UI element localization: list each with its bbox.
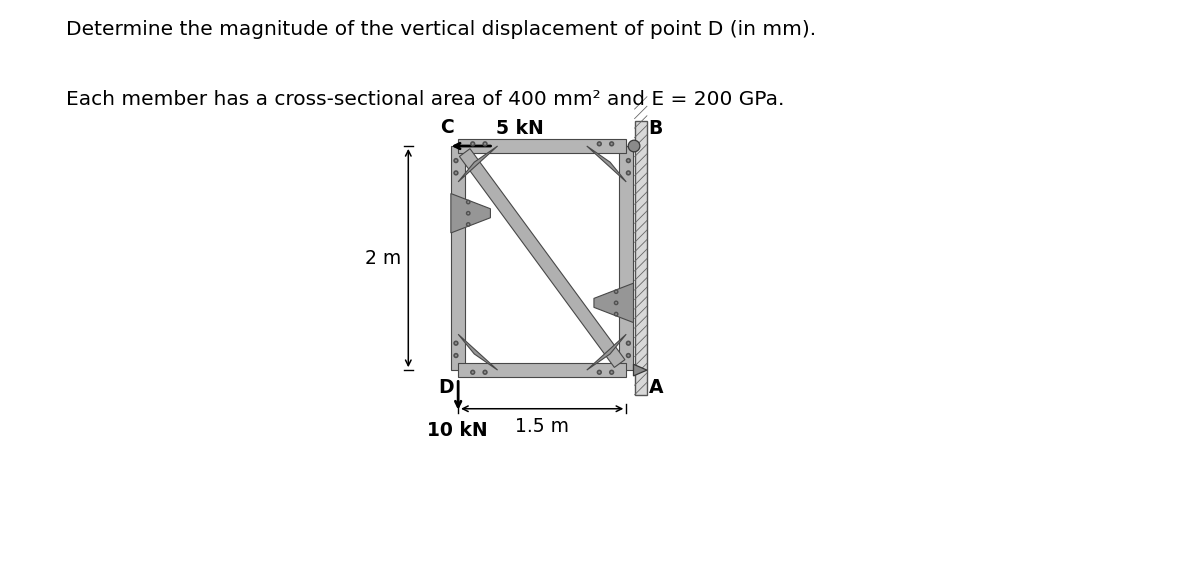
Circle shape <box>466 211 470 216</box>
Circle shape <box>608 141 614 147</box>
Circle shape <box>628 172 630 174</box>
Polygon shape <box>458 363 626 377</box>
Circle shape <box>455 354 457 357</box>
Circle shape <box>472 371 474 374</box>
Circle shape <box>466 222 470 227</box>
Circle shape <box>628 342 630 345</box>
Circle shape <box>482 370 487 375</box>
Circle shape <box>466 200 470 204</box>
Circle shape <box>472 143 474 145</box>
Polygon shape <box>634 364 647 376</box>
Circle shape <box>616 302 617 304</box>
Circle shape <box>629 140 640 152</box>
Text: 5 kN: 5 kN <box>496 119 544 138</box>
Circle shape <box>599 371 600 374</box>
Text: 10 kN: 10 kN <box>427 421 487 439</box>
Circle shape <box>625 170 631 176</box>
Circle shape <box>467 201 469 203</box>
Circle shape <box>455 159 457 162</box>
Circle shape <box>596 370 602 375</box>
Circle shape <box>628 159 630 162</box>
Circle shape <box>455 342 457 345</box>
Circle shape <box>484 143 486 145</box>
Circle shape <box>484 371 486 374</box>
Circle shape <box>599 143 600 145</box>
Polygon shape <box>460 148 625 367</box>
Circle shape <box>454 353 458 358</box>
Circle shape <box>611 371 613 374</box>
Text: 2 m: 2 m <box>365 249 402 268</box>
Circle shape <box>616 313 617 315</box>
Polygon shape <box>587 334 626 370</box>
Circle shape <box>625 353 631 358</box>
Polygon shape <box>451 194 491 233</box>
Circle shape <box>482 141 487 147</box>
Circle shape <box>470 370 475 375</box>
Circle shape <box>470 141 475 147</box>
Circle shape <box>613 289 618 294</box>
Circle shape <box>596 141 602 147</box>
Bar <box>635 122 647 395</box>
Polygon shape <box>458 139 626 153</box>
Circle shape <box>625 158 631 164</box>
Circle shape <box>454 340 458 346</box>
Circle shape <box>628 354 630 357</box>
Circle shape <box>613 311 618 317</box>
Circle shape <box>611 143 613 145</box>
Text: Determine the magnitude of the vertical displacement of point D (in mm).: Determine the magnitude of the vertical … <box>66 20 816 40</box>
Circle shape <box>616 290 617 293</box>
Polygon shape <box>587 146 626 182</box>
Polygon shape <box>619 146 634 370</box>
Circle shape <box>454 170 458 176</box>
Text: B: B <box>649 119 662 138</box>
Text: C: C <box>440 118 454 137</box>
Text: 1.5 m: 1.5 m <box>515 417 569 435</box>
Polygon shape <box>458 334 498 370</box>
Circle shape <box>625 340 631 346</box>
Polygon shape <box>458 146 498 182</box>
Polygon shape <box>451 146 466 370</box>
Circle shape <box>455 172 457 174</box>
Polygon shape <box>594 283 634 322</box>
Circle shape <box>454 158 458 164</box>
Circle shape <box>467 212 469 214</box>
Text: Each member has a cross-sectional area of 400 mm² and E = 200 GPa.: Each member has a cross-sectional area o… <box>66 90 785 109</box>
Text: D: D <box>438 378 454 397</box>
Circle shape <box>608 370 614 375</box>
Text: A: A <box>649 378 664 397</box>
Circle shape <box>467 223 469 225</box>
Circle shape <box>613 300 618 306</box>
